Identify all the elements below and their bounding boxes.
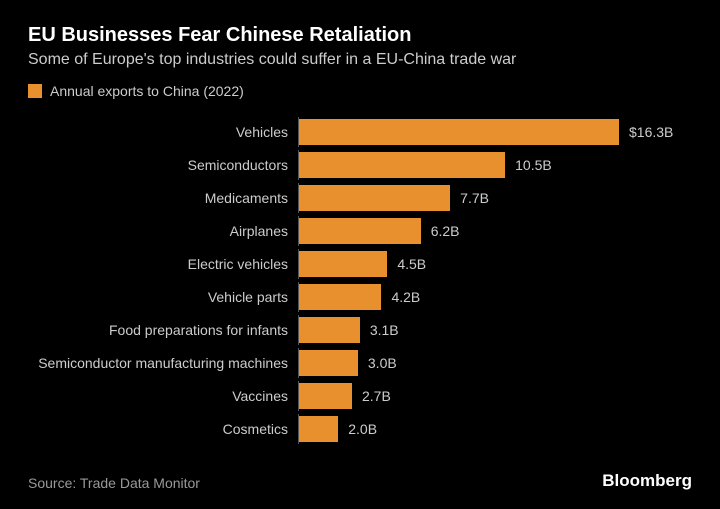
bar xyxy=(299,152,505,178)
value-label: 3.1B xyxy=(370,322,399,338)
category-label: Medicaments xyxy=(28,190,298,206)
bar-area: 4.2B xyxy=(298,282,692,312)
bar-row: Vaccines 2.7B xyxy=(28,381,692,411)
category-label: Food preparations for infants xyxy=(28,322,298,338)
bar-row: Cosmetics 2.0B xyxy=(28,414,692,444)
chart-subtitle: Some of Europe's top industries could su… xyxy=(28,51,692,69)
bar-row: Electric vehicles 4.5B xyxy=(28,249,692,279)
value-label: 6.2B xyxy=(431,223,460,239)
bar-row: Semiconductor manufacturing machines 3.0B xyxy=(28,348,692,378)
category-label: Semiconductor manufacturing machines xyxy=(28,355,298,371)
brand-text: Bloomberg xyxy=(602,471,692,491)
bar-chart: Vehicles $16.3B Semiconductors 10.5B Medicam… xyxy=(28,117,692,447)
bar xyxy=(299,185,450,211)
category-label: Vehicles xyxy=(28,124,298,140)
bar xyxy=(299,416,338,442)
source-text: Source: Trade Data Monitor xyxy=(28,475,200,491)
bar xyxy=(299,350,358,376)
legend-label: Annual exports to China (2022) xyxy=(50,83,244,99)
category-label: Vaccines xyxy=(28,388,298,404)
category-label: Airplanes xyxy=(28,223,298,239)
bar-area: 10.5B xyxy=(298,150,692,180)
value-label: 10.5B xyxy=(515,157,552,173)
bar-area: 2.0B xyxy=(298,414,692,444)
value-label: 2.0B xyxy=(348,421,377,437)
chart-title: EU Businesses Fear Chinese Retaliation xyxy=(28,24,692,47)
value-label: $16.3B xyxy=(629,124,673,140)
bar-area: 6.2B xyxy=(298,216,692,246)
bar-area: 3.1B xyxy=(298,315,692,345)
bar-area: $16.3B xyxy=(298,117,692,147)
bar-area: 7.7B xyxy=(298,183,692,213)
legend: Annual exports to China (2022) xyxy=(28,83,692,99)
value-label: 7.7B xyxy=(460,190,489,206)
category-label: Semiconductors xyxy=(28,157,298,173)
value-label: 2.7B xyxy=(362,388,391,404)
bar-row: Vehicles $16.3B xyxy=(28,117,692,147)
bar xyxy=(299,218,421,244)
value-label: 4.2B xyxy=(391,289,420,305)
bar xyxy=(299,383,352,409)
value-label: 3.0B xyxy=(368,355,397,371)
bar-row: Vehicle parts 4.2B xyxy=(28,282,692,312)
category-label: Vehicle parts xyxy=(28,289,298,305)
bar-area: 2.7B xyxy=(298,381,692,411)
bar xyxy=(299,251,387,277)
legend-swatch xyxy=(28,84,42,98)
value-label: 4.5B xyxy=(397,256,426,272)
bar xyxy=(299,119,619,145)
bar-area: 4.5B xyxy=(298,249,692,279)
bar-area: 3.0B xyxy=(298,348,692,378)
bar xyxy=(299,284,381,310)
bar xyxy=(299,317,360,343)
bar-row: Semiconductors 10.5B xyxy=(28,150,692,180)
bar-row: Airplanes 6.2B xyxy=(28,216,692,246)
bar-row: Food preparations for infants 3.1B xyxy=(28,315,692,345)
category-label: Electric vehicles xyxy=(28,256,298,272)
category-label: Cosmetics xyxy=(28,421,298,437)
bar-row: Medicaments 7.7B xyxy=(28,183,692,213)
